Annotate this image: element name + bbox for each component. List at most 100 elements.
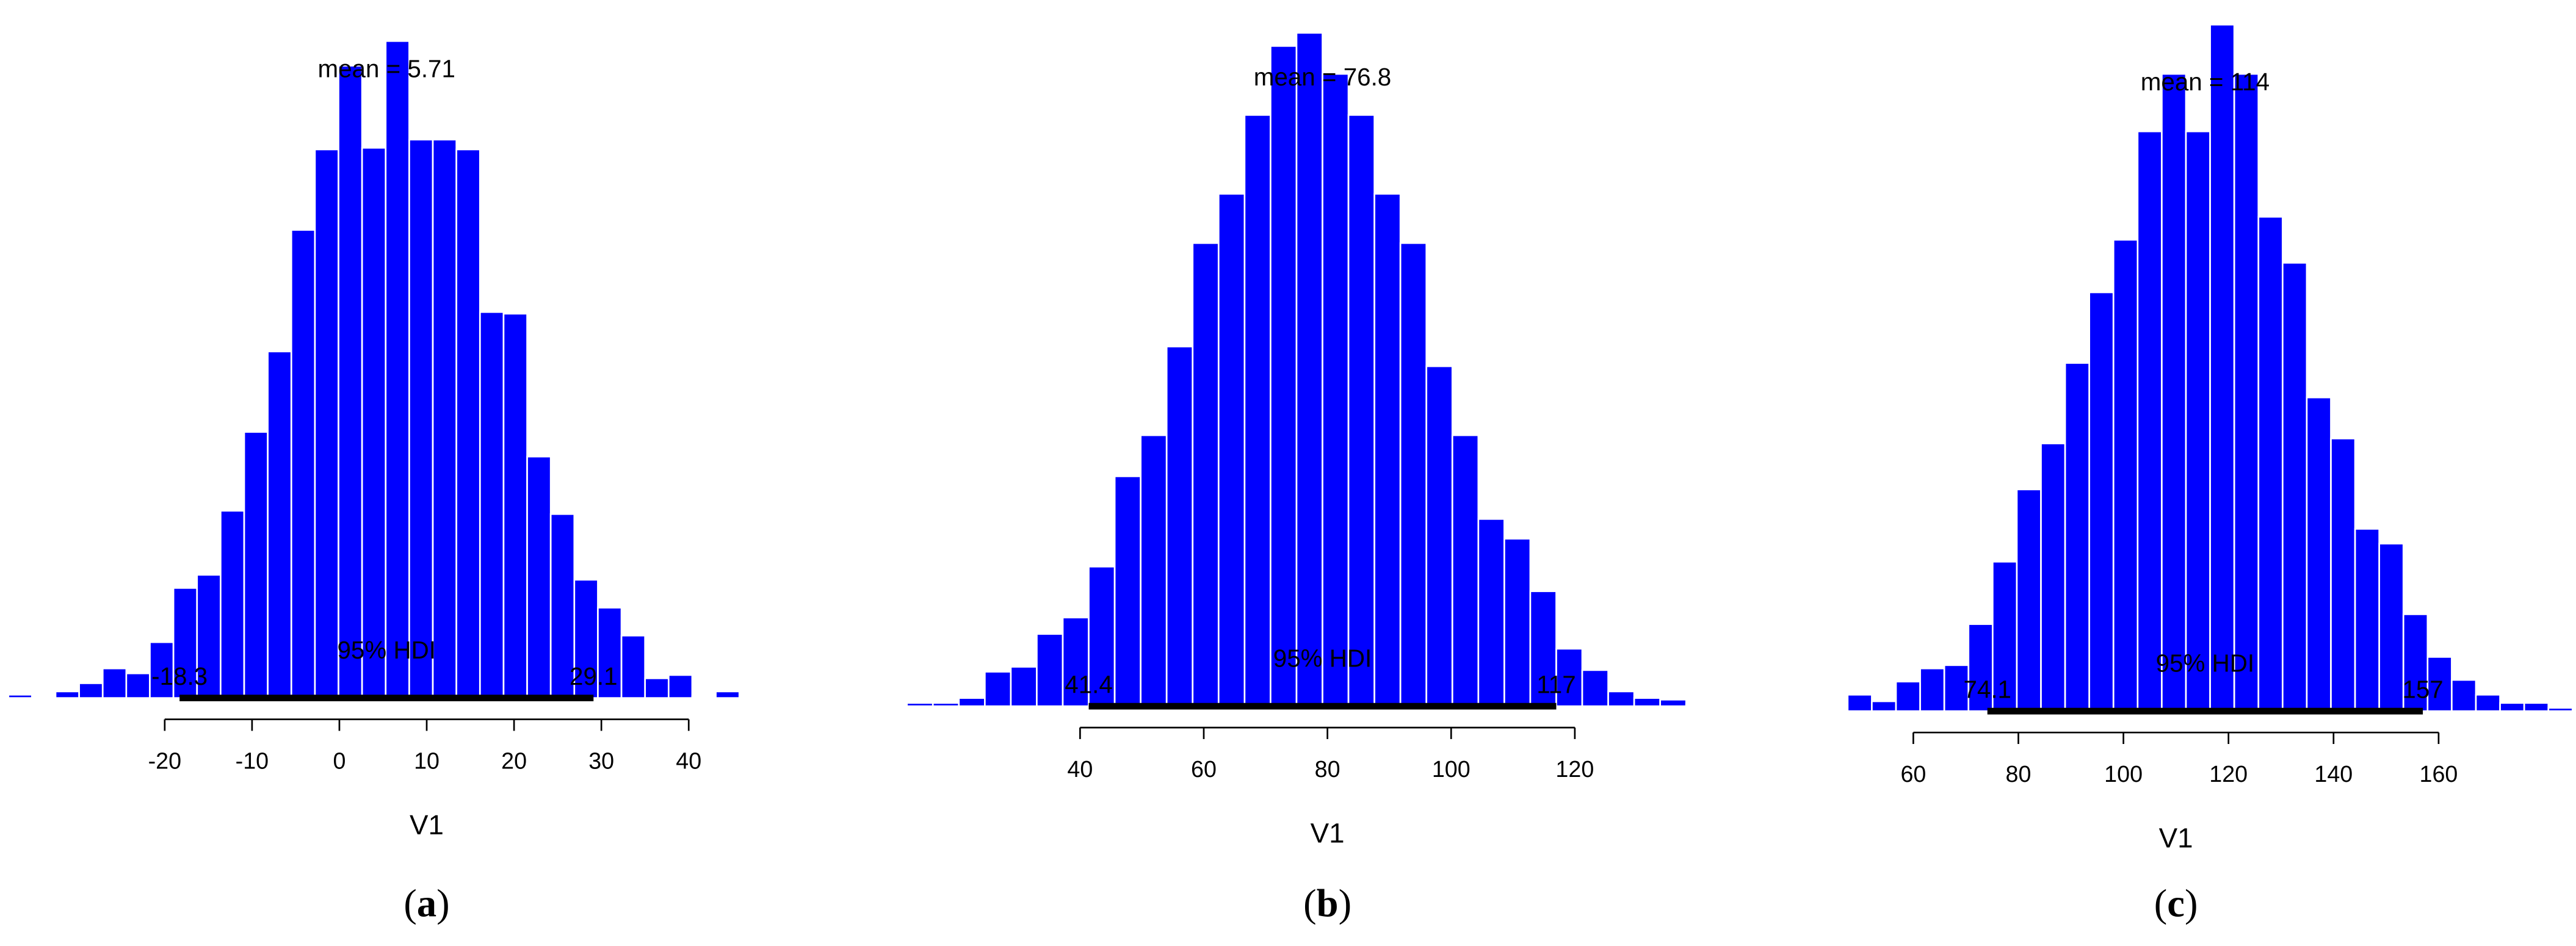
bar	[2306, 396, 2332, 712]
x-tick-label: 20	[501, 748, 527, 773]
bar	[1036, 633, 1064, 707]
bar	[1967, 623, 1994, 712]
bar	[2209, 24, 2235, 712]
x-tick-label: 100	[2104, 761, 2143, 787]
bar	[54, 690, 80, 699]
bar	[2281, 262, 2308, 712]
bar	[1217, 193, 1246, 707]
bar	[1192, 242, 1220, 707]
x-tick-label: 60	[1191, 756, 1217, 782]
hdi-high-label: 157	[2402, 676, 2443, 704]
bar	[338, 65, 363, 699]
bar	[691, 695, 717, 699]
hdi-low-label: 74.1	[1963, 676, 2011, 704]
bar	[1477, 518, 1505, 707]
hdi-label: 95% HDI	[2156, 649, 2255, 677]
x-tick-label: 140	[2314, 761, 2353, 787]
bar	[243, 431, 269, 699]
bar	[2185, 130, 2211, 712]
x-tick-label: 80	[2006, 761, 2031, 787]
x-tick-label: 60	[1900, 761, 1926, 787]
bar	[2402, 613, 2429, 712]
bar	[1140, 434, 1168, 707]
bar	[2523, 702, 2550, 712]
bar	[101, 667, 128, 699]
bar	[267, 350, 292, 699]
bar	[455, 148, 481, 699]
bar	[1399, 242, 1428, 707]
bar	[1503, 538, 1532, 707]
bar	[1607, 690, 1635, 707]
bar	[2088, 291, 2115, 712]
bar	[408, 139, 434, 699]
bar	[2040, 442, 2066, 712]
bar	[2064, 362, 2091, 712]
bar	[984, 671, 1012, 707]
bar	[2354, 528, 2381, 712]
bar	[2547, 707, 2574, 712]
x-tick-label: 30	[588, 748, 614, 773]
bar	[1919, 667, 1945, 712]
bar	[502, 312, 528, 699]
bar	[78, 682, 104, 699]
x-tick-label: 80	[1315, 756, 1340, 782]
bar	[644, 677, 670, 699]
bar	[2161, 73, 2187, 712]
bar	[2378, 543, 2404, 712]
hdi-low-label: 41.4	[1065, 671, 1113, 699]
x-tick-label: 100	[1432, 756, 1471, 782]
hdi-label: 95% HDI	[337, 636, 435, 664]
x-tick-label: 10	[414, 748, 440, 773]
bar	[361, 146, 387, 699]
caption: (c)	[2154, 881, 2198, 926]
bar	[290, 229, 316, 699]
bar	[31, 695, 57, 699]
bar	[1062, 616, 1090, 707]
x-tick-label: 160	[2419, 761, 2458, 787]
bar	[932, 702, 960, 707]
bar	[1113, 475, 1141, 707]
hdi-low-label: -18.3	[151, 662, 208, 690]
bar	[432, 139, 458, 699]
bar	[1822, 709, 1849, 712]
hdi-label: 95% HDI	[1273, 645, 1372, 673]
x-tick-label: -20	[148, 748, 181, 773]
hdi-high-label: 29.1	[570, 662, 618, 690]
bar	[667, 674, 693, 699]
bar	[1633, 697, 1662, 707]
bar	[1847, 693, 1873, 712]
bar	[1991, 560, 2018, 712]
bar	[1425, 365, 1453, 707]
bar	[906, 702, 934, 707]
mean-label: mean = 76.8	[1254, 63, 1392, 91]
bar	[2257, 215, 2284, 712]
bar	[314, 148, 339, 699]
bar	[2330, 438, 2356, 712]
bar	[220, 510, 245, 699]
bar	[1943, 664, 1970, 712]
caption-letter: c	[2167, 881, 2185, 925]
x-tick-label: 0	[333, 748, 346, 773]
bar	[125, 672, 151, 699]
bar	[620, 635, 646, 699]
bar	[1711, 704, 1739, 707]
bar	[1895, 681, 1921, 712]
mean-label: mean = 114	[2141, 68, 2270, 96]
bar	[149, 641, 175, 699]
hdi-high-label: 117	[1536, 671, 1576, 699]
x-tick-label: -10	[236, 748, 269, 773]
bar	[958, 697, 986, 707]
bar	[1010, 666, 1038, 707]
bar	[2475, 693, 2501, 712]
x-axis-label: V1	[410, 809, 444, 840]
bar	[597, 607, 623, 699]
mean-label: mean = 5.71	[317, 54, 455, 82]
bar	[1347, 114, 1375, 707]
bar	[1373, 193, 1402, 707]
bar	[2112, 239, 2139, 712]
bar	[1165, 345, 1194, 707]
caption-letter: a	[417, 881, 436, 925]
x-tick-label: 120	[2209, 761, 2248, 787]
x-tick-label: 40	[676, 748, 701, 773]
